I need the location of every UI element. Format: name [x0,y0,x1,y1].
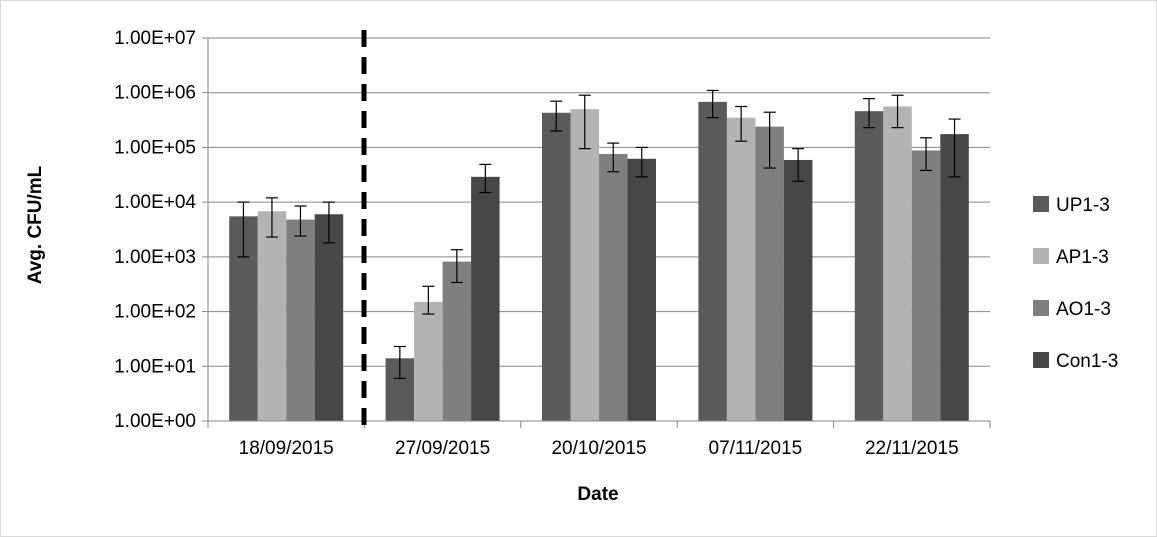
bar-con1-3-1 [314,214,344,421]
y-tick-label: 1.00E+06 [114,83,196,104]
y-tick-label: 1.00E+01 [114,356,196,377]
y-tick-labels: 1.00E+00 1.00E+01 1.00E+02 1.00E+03 1.00E+04… [114,28,196,432]
bar-ap1-3-4 [726,117,756,421]
bar-up1-3-3 [542,112,571,421]
x-tick-label: 18/09/2015 [239,438,334,459]
error-bars [237,89,961,380]
bar-ao1-3-1 [286,219,315,421]
x-tick-labels: 18/09/2015 27/09/2015 20/10/2015 07/11/2015… [239,438,959,459]
legend-label-ap1-3: AP1-3 [1056,247,1109,268]
bar-ao1-3-4 [755,126,784,422]
bar-ap1-3-5 [883,106,912,421]
bar-ao1-3-3 [599,153,628,421]
legend-swatch-ao1-3 [1033,300,1049,316]
legend-swatch-ap1-3 [1033,248,1049,264]
bar-con1-3-2 [471,176,500,421]
bars [229,101,969,422]
y-tick-label: 1.00E+04 [114,192,196,213]
bar-ap1-3-3 [570,109,599,421]
legend-swatch-con1-3 [1033,352,1049,368]
legend-label-ao1-3: AO1-3 [1056,299,1111,320]
y-tick-label: 1.00E+05 [114,137,196,158]
x-tick-label: 20/10/2015 [551,438,646,459]
x-axis-title: Date [577,484,618,505]
x-tick-label: 07/11/2015 [709,438,803,459]
legend-label-up1-3: UP1-3 [1056,195,1110,216]
bar-ap1-3-2 [414,301,443,421]
y-axis-title: Avg. CFU/mL [25,165,46,284]
bar-up1-3-4 [698,101,727,421]
x-tick-label: 27/09/2015 [395,438,490,459]
legend: UP1-3 AP1-3 AO1-3 Con1-3 [1033,195,1118,372]
bar-up1-3-5 [854,111,884,421]
y-tick-label: 1.00E+07 [114,28,196,49]
y-tick-label: 1.00E+03 [114,247,196,268]
bar-con1-3-4 [783,159,813,421]
legend-label-con1-3: Con1-3 [1056,351,1118,372]
bar-ao1-3-5 [911,150,941,421]
bar-ap1-3-1 [257,211,287,421]
legend-swatch-up1-3 [1033,196,1049,212]
bar-ao1-3-2 [442,261,472,421]
y-tick-label: 1.00E+02 [114,302,196,323]
bar-con1-3-3 [627,158,656,421]
y-tick-label: 1.00E+00 [114,411,196,432]
bar-con1-3-5 [940,134,969,421]
x-tick-label: 22/11/2015 [865,438,959,459]
